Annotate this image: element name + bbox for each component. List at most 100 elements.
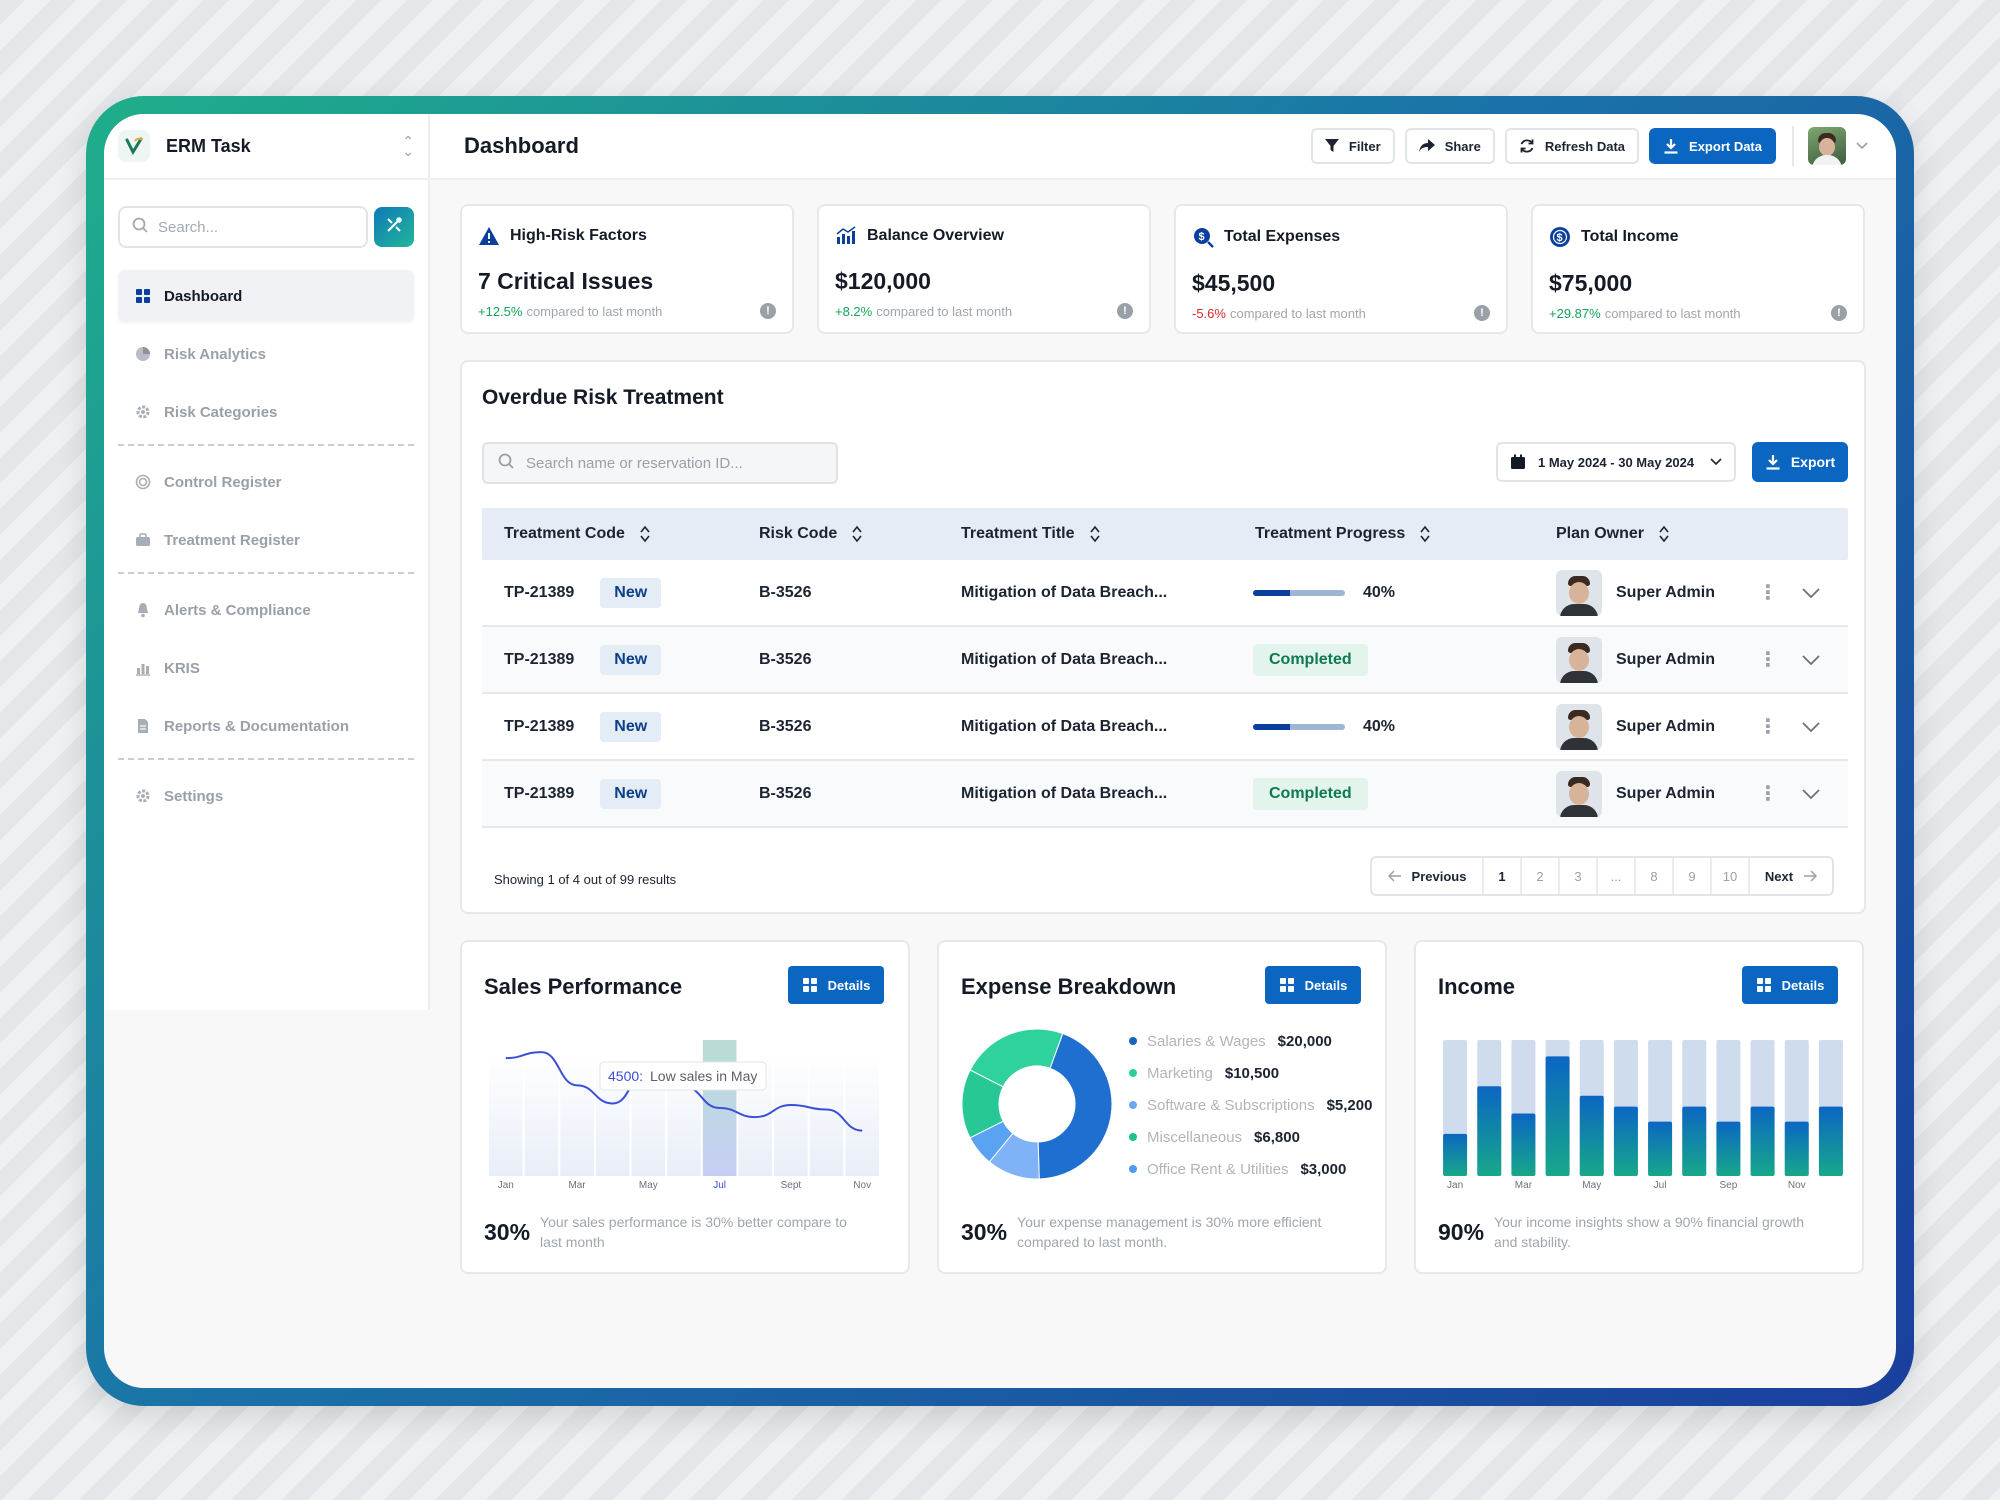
export-button[interactable]: Export (1752, 442, 1848, 482)
sidebar-item-kris[interactable]: KRIS (118, 642, 414, 694)
sort-icon[interactable] (639, 525, 651, 543)
sort-icon[interactable] (1419, 525, 1431, 543)
owner-avatar (1556, 703, 1602, 750)
x-tick-label: Nov (853, 1180, 871, 1190)
chevron-down-icon[interactable] (1856, 137, 1868, 155)
sidebar-item-risk-analytics[interactable]: Risk Analytics (118, 328, 414, 380)
sort-icon[interactable] (851, 525, 863, 543)
treatment-code: TP-21389 (504, 650, 575, 668)
column-header-treatment-code[interactable]: Treatment Code (504, 525, 651, 543)
income-bar (1545, 1056, 1570, 1176)
table-row[interactable]: TP-21389 New B-3526 Mitigation of Data Brea… (482, 694, 1848, 761)
column-header-treatment-title[interactable]: Treatment Title (961, 525, 1101, 543)
document-icon (134, 717, 152, 735)
info-icon[interactable]: ! (1831, 305, 1847, 321)
sidebar-item-label: Risk Analytics (164, 345, 266, 363)
stat-change: +8.2% (835, 303, 873, 319)
info-icon[interactable]: ! (1117, 303, 1133, 319)
page-ellipsis: ... (1596, 858, 1634, 894)
share-button[interactable]: Share (1404, 128, 1495, 164)
status-badge: Completed (1253, 643, 1368, 676)
expand-row-icon[interactable] (1802, 587, 1820, 598)
filter-button[interactable]: Filter (1310, 128, 1395, 164)
table-search-input[interactable]: Search name or reservation ID... (482, 442, 838, 484)
info-icon[interactable]: ! (1474, 305, 1490, 321)
expense-legend: Salaries & Wages $20,000 Marketing $10,500 S… (1129, 1032, 1372, 1192)
details-button[interactable]: Details (1265, 966, 1361, 1004)
download-icon (1765, 454, 1781, 470)
export-data-label: Export Data (1689, 138, 1762, 154)
expand-row-icon[interactable] (1802, 654, 1820, 665)
income-bar (1750, 1106, 1775, 1176)
legend-item: Marketing $10,500 (1129, 1064, 1372, 1082)
sidebar-item-treatment-register[interactable]: Treatment Register (118, 514, 414, 566)
details-button[interactable]: Details (1742, 966, 1838, 1004)
table-row[interactable]: TP-21389 New B-3526 Mitigation of Data Brea… (482, 560, 1848, 627)
details-button[interactable]: Details (788, 966, 884, 1004)
page-button[interactable]: 2 (1520, 858, 1558, 894)
chevron-down-icon (1710, 458, 1722, 466)
sort-icon[interactable] (1658, 525, 1670, 543)
search-icon (132, 217, 148, 237)
legend-value: $20,000 (1277, 1032, 1332, 1050)
info-icon[interactable]: ! (760, 303, 776, 319)
sidebar-item-alerts-compliance[interactable]: Alerts & Compliance (118, 584, 414, 636)
sort-icon[interactable] (1089, 525, 1101, 543)
column-header-treatment-progress[interactable]: Treatment Progress (1255, 525, 1431, 543)
column-header-plan-owner[interactable]: Plan Owner (1556, 525, 1670, 543)
stat-title: High-Risk Factors (510, 227, 647, 244)
page-button[interactable]: 8 (1634, 858, 1672, 894)
table-row[interactable]: TP-21389 New B-3526 Mitigation of Data Brea… (482, 761, 1848, 828)
more-options-icon[interactable]: ⋮ (1758, 715, 1778, 738)
sales-line-chart: 4500: Low sales in May Jan Mar May Jul Sept Nov (489, 1040, 879, 1190)
sidebar-item-risk-categories[interactable]: Risk Categories (118, 386, 414, 438)
stat-value: $45,500 (1192, 270, 1276, 296)
owner-avatar (1556, 770, 1602, 817)
stat-title: Balance Overview (867, 227, 1004, 244)
export-data-button[interactable]: Export Data (1649, 128, 1776, 164)
grid-icon (802, 977, 818, 993)
grid-icon (134, 287, 152, 305)
chevron-updown-icon[interactable]: ⌃ ⌄ (402, 133, 414, 159)
header: Dashboard Filter Share Refresh Data Expo… (430, 114, 1896, 180)
sidebar-item-settings[interactable]: Settings (118, 770, 414, 822)
sidebar-item-label: Control Register (164, 473, 282, 491)
previous-page-button[interactable]: Previous (1372, 858, 1482, 894)
stat-title: Total Expenses (1224, 228, 1341, 245)
header-divider (1792, 126, 1794, 166)
column-header-risk-code[interactable]: Risk Code (759, 525, 863, 543)
next-page-button[interactable]: Next (1748, 858, 1832, 894)
x-tick-label: Jul (1654, 1180, 1667, 1190)
more-options-icon[interactable]: ⋮ (1758, 648, 1778, 671)
user-avatar[interactable] (1808, 127, 1846, 165)
tools-button[interactable] (374, 207, 414, 247)
more-options-icon[interactable]: ⋮ (1758, 782, 1778, 805)
owner-avatar (1556, 569, 1602, 616)
expand-row-icon[interactable] (1802, 721, 1820, 732)
refresh-data-button[interactable]: Refresh Data (1504, 128, 1640, 164)
grid-icon (1279, 977, 1295, 993)
money-search-icon: $ (1192, 226, 1214, 248)
legend-dot (1129, 1037, 1137, 1045)
grid-icon (1756, 977, 1772, 993)
page-button[interactable]: 9 (1672, 858, 1710, 894)
sidebar-item-reports-documentation[interactable]: Reports & Documentation (118, 700, 414, 752)
treatment-code: TP-21389 (504, 784, 575, 802)
app-name: ERM Task (166, 135, 251, 156)
date-range-label: 1 May 2024 - 30 May 2024 (1538, 454, 1695, 470)
sidebar-search-input[interactable]: Search... (118, 206, 369, 248)
page-button[interactable]: 10 (1710, 858, 1748, 894)
legend-label: Software & Subscriptions (1147, 1096, 1315, 1114)
workspace-switcher[interactable]: ERM Task ⌃ ⌄ (104, 114, 428, 180)
date-range-picker[interactable]: 1 May 2024 - 30 May 2024 (1496, 442, 1736, 482)
sales-percent: 30% (484, 1218, 531, 1245)
sidebar-item-control-register[interactable]: Control Register (118, 456, 414, 508)
page-button[interactable]: 3 (1558, 858, 1596, 894)
table-row[interactable]: TP-21389 New B-3526 Mitigation of Data Brea… (482, 627, 1848, 694)
expense-description: Your expense management is 30% more effi… (1017, 1214, 1322, 1250)
expand-row-icon[interactable] (1802, 788, 1820, 799)
sidebar-item-dashboard[interactable]: Dashboard (118, 270, 414, 322)
more-options-icon[interactable]: ⋮ (1758, 581, 1778, 604)
page-button[interactable]: 1 (1482, 858, 1520, 894)
treatment-code: TP-21389 (504, 583, 575, 601)
